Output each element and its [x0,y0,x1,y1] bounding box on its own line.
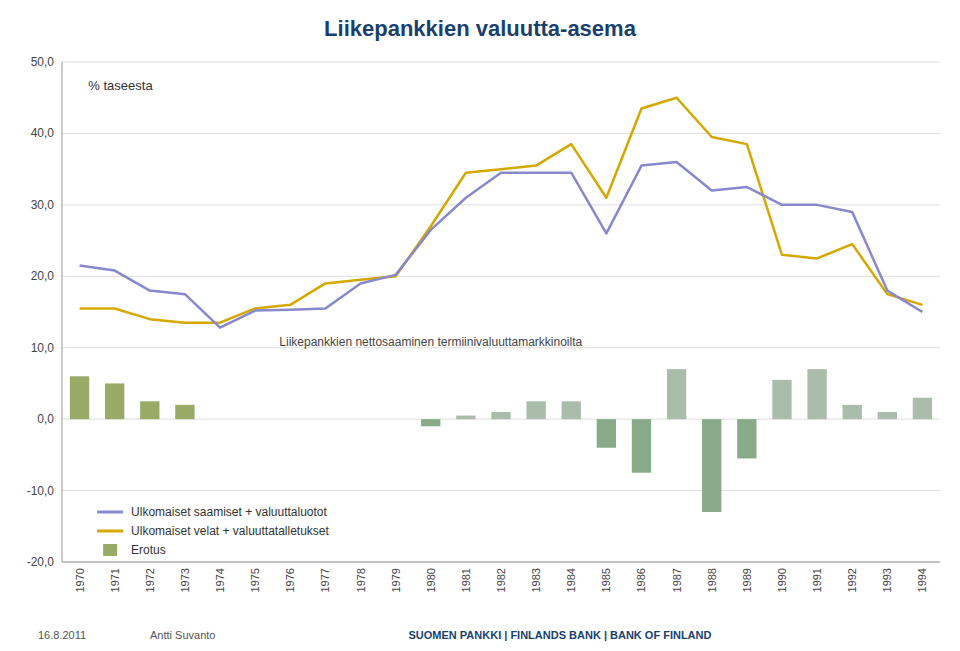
x-tick-label: 1979 [390,568,402,592]
grid-line [62,562,940,563]
x-tick-label: 1983 [530,568,542,592]
line [80,162,923,328]
bar [878,412,897,419]
bar [843,405,862,419]
x-tick-label: 1978 [355,568,367,592]
bar [632,419,651,473]
grid-line [62,276,940,277]
x-tick-label: 1989 [741,568,753,592]
x-tick-label: 1973 [179,568,191,592]
bar [281,419,300,420]
bar [210,419,229,420]
x-tick-label: 1977 [319,568,331,592]
y-tick-label: 40,0 [31,126,55,140]
bar [772,380,791,419]
legend-swatch [103,544,117,556]
title: Liikepankkien valuutta-asema [324,16,637,41]
bar [421,419,440,426]
bar [140,401,159,419]
y-tick-label: 0,0 [37,412,54,426]
bar [667,369,686,419]
grid [62,62,940,562]
x-tick-label: 1980 [425,568,437,592]
y-axis-label: % taseesta [88,78,153,93]
bar [246,419,265,420]
x-tick-label: 1986 [635,568,647,592]
y-tick-label: 20,0 [31,269,55,283]
x-tick-label: 1972 [144,568,156,592]
bar [386,419,405,420]
legend-swatch [97,511,123,514]
bar [702,419,721,512]
x-tick-label: 1985 [600,568,612,592]
x-tick-label: 1981 [460,568,472,592]
chart: Liikepankkien valuutta-asema -20,0 -10,0 0,… [0,0,960,651]
footer-date: 16.8.2011 [38,629,86,641]
x-tick-label: 1976 [284,568,296,592]
bar [807,369,826,419]
bar [105,383,124,419]
x-tick-label: 1991 [811,568,823,592]
x-tick-label: 1975 [249,568,261,592]
grid-line [62,133,940,134]
legend-entry: Ulkomaiset velat + valuuttatalletukset [131,524,329,538]
legend: Ulkomaiset saamiset + valuuttaluotot Ulko… [97,505,329,557]
grid-line [62,490,940,491]
x-tick-label: 1982 [495,568,507,592]
line [80,98,923,323]
y-tick-label: -20,0 [27,555,55,569]
bar [70,376,89,419]
bar [491,412,510,419]
footer-bank: SUOMEN PANKKI | FINLANDS BANK | BANK OF … [409,629,712,641]
bar [913,398,932,419]
x-tick-label: 1992 [846,568,858,592]
bar [737,419,756,458]
bar [526,401,545,419]
legend-swatch [97,530,123,533]
y-axis [62,62,63,562]
x-axis [62,562,940,563]
x-tick-label: 1988 [706,568,718,592]
y-tick-label: 50,0 [31,55,55,69]
x-tick-label: 1987 [671,568,683,592]
y-tick-label: -10,0 [27,484,55,498]
bar [316,419,335,420]
bar [175,405,194,419]
bar [351,419,370,420]
footer-author: Antti Suvanto [150,629,215,641]
x-tick-label: 1984 [565,568,577,592]
x-tick-label: 1990 [776,568,788,592]
legend-entry: Erotus [131,543,166,557]
y-tick-label: 30,0 [31,198,55,212]
x-tick-label: 1974 [214,568,226,592]
bar [456,416,475,420]
grid-line [62,62,940,63]
bar [597,419,616,448]
x-tick-label: 1993 [881,568,893,592]
plot-area [70,98,932,512]
x-tick-label: 1971 [109,568,121,592]
bar [562,401,581,419]
annotation: Liikepankkien nettosaaminen termiinivalu… [279,335,582,349]
x-tick-label: 1994 [916,568,928,592]
legend-entry: Ulkomaiset saamiset + valuuttaluotot [131,505,327,519]
y-tick-label: 10,0 [31,341,55,355]
x-tick-label: 1970 [74,568,86,592]
